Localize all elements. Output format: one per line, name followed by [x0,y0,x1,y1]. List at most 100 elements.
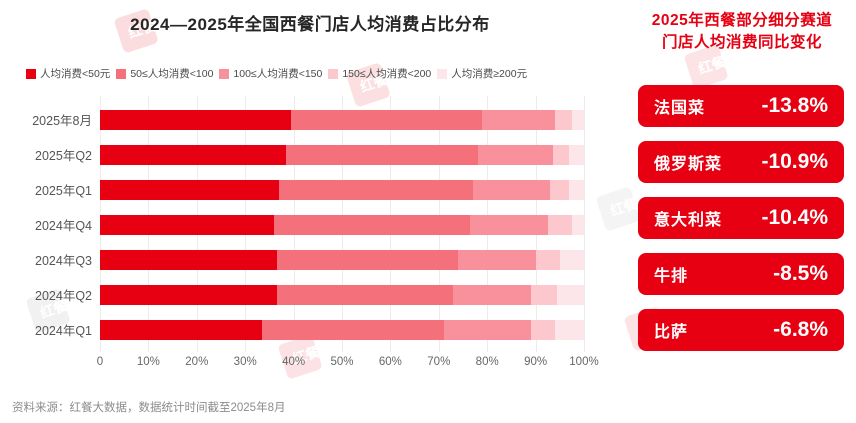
bar-row: 2025年Q1 [35,172,584,207]
bar-segment [458,249,536,270]
card-value: -6.8% [773,318,828,341]
bar-segment [291,109,483,130]
bar-segment [550,179,570,200]
x-tick-label: 70% [427,356,451,368]
bar-segment [569,144,584,165]
x-tick-label: 80% [475,356,499,368]
side-panel: 2025年西餐部分细分赛道 门店人均消费同比变化 法国菜 -13.8% 俄罗斯菜 -1… [628,0,856,423]
bar-row: 2025年8月 [32,102,584,137]
bar-row: 2024年Q3 [35,242,584,277]
stacked-bar [100,249,584,270]
bar-row-label: 2024年Q2 [35,289,92,303]
panel-title-line2: 门店人均消费同比变化 [661,34,822,52]
category-card: 俄罗斯菜 -10.9% [638,141,844,183]
panel-title-line1: 2025年西餐部分细分赛道 [651,12,833,29]
legend-swatch-icon [328,68,339,79]
legend-item: 150≤人均消费<200 [328,66,431,81]
bar-segment [547,214,572,235]
bar-segment [530,319,555,340]
category-card: 牛排 -8.5% [638,253,844,295]
bar-segment [100,179,280,200]
stacked-bar [100,144,584,165]
card-label: 比萨 [654,324,689,341]
bar-rows: 2025年8月 2025年Q2 2025年Q1 2024年Q4 2024年Q3 2024年… [32,102,584,347]
card-value: -13.8% [761,94,828,117]
card-label: 牛排 [654,268,689,285]
bar-row: 2024年Q1 [35,312,584,347]
plot-area: 2025年8月 2025年Q2 2025年Q1 2024年Q4 2024年Q3 2024年… [32,96,585,352]
bar-row-label: 2024年Q3 [35,254,92,268]
bar-segment [472,179,551,200]
stacked-bar [100,109,584,130]
x-tick-label: 30% [233,356,257,368]
legend-label: 150≤人均消费<200 [342,68,432,80]
bar-segment [279,179,473,200]
card-value: -8.5% [773,262,828,285]
chart-legend: 人均消费<50元 50≤人均消费<100 100≤人均消费<150 150≤人均消费<… [26,66,533,81]
bar-segment [554,109,572,130]
stacked-bar [100,214,584,235]
stacked-bar [100,319,584,340]
cards-list: 法国菜 -13.8% 俄罗斯菜 -10.9% 意大利菜 -10.4% 牛排 -8.5% 比萨 -6… [638,85,844,365]
category-card: 法国菜 -13.8% [638,85,844,127]
bar-row: 2024年Q4 [35,207,584,242]
x-tick-label: 100% [569,356,599,368]
x-tick-label: 0 [96,356,104,368]
legend-label: 100≤人均消费<150 [233,68,323,80]
bar-segment [482,109,555,130]
bar-segment [557,284,584,305]
card-value: -10.9% [761,150,828,173]
bar-row-label: 2025年8月 [32,114,92,128]
legend-item: 人均消费<50元 [26,66,110,81]
stacked-bar [100,179,584,200]
x-tick-label: 90% [524,356,548,368]
bar-segment [100,109,292,130]
source-note: 资料来源：红餐大数据，数据统计时间截至2025年8月 [12,402,286,414]
x-tick-label: 60% [378,356,402,368]
bar-segment [100,249,277,270]
bar-segment [535,249,560,270]
bar-segment [530,284,558,305]
bar-segment [274,214,471,235]
bar-row: 2024年Q2 [35,277,584,312]
bar-segment [569,179,584,200]
legend-label: 50≤人均消费<100 [130,68,214,80]
bar-segment [470,214,548,235]
legend-item: 人均消费≥200元 [437,66,527,81]
legend-swatch-icon [116,68,127,79]
bar-segment [571,214,584,235]
bar-segment [453,284,531,305]
card-value: -10.4% [761,206,828,229]
legend-label: 人均消费<50元 [40,68,111,80]
bar-segment [100,319,263,340]
legend-swatch-icon [437,68,448,79]
bar-segment [443,319,531,340]
bar-segment [100,214,275,235]
x-tick-label: 20% [185,356,209,368]
legend-swatch-icon [26,68,36,79]
bar-segment [477,144,553,165]
panel-title: 2025年西餐部分细分赛道 门店人均消费同比变化 [628,10,856,55]
x-tick-label: 10% [136,356,160,368]
bar-row-label: 2025年Q2 [35,149,92,163]
bar-row-label: 2024年Q4 [35,219,92,233]
bar-row: 2025年Q2 [35,137,584,172]
legend-item: 50≤人均消费<100 [116,66,213,81]
card-label: 俄罗斯菜 [654,156,723,173]
gridline [584,96,585,352]
bar-row-label: 2025年Q1 [35,184,92,198]
card-label: 意大利菜 [654,212,723,229]
legend-label: 人均消费≥200元 [451,68,528,80]
category-card: 意大利菜 -10.4% [638,197,844,239]
bar-segment [276,284,454,305]
legend-swatch-icon [219,68,230,79]
bar-segment [100,284,277,305]
card-label: 法国菜 [654,100,706,117]
bar-segment [262,319,444,340]
bar-row-label: 2024年Q1 [35,324,92,338]
category-card: 比萨 -6.8% [638,309,844,351]
legend-item: 100≤人均消费<150 [219,66,322,81]
x-tick-label: 50% [330,356,354,368]
bar-segment [276,249,459,270]
